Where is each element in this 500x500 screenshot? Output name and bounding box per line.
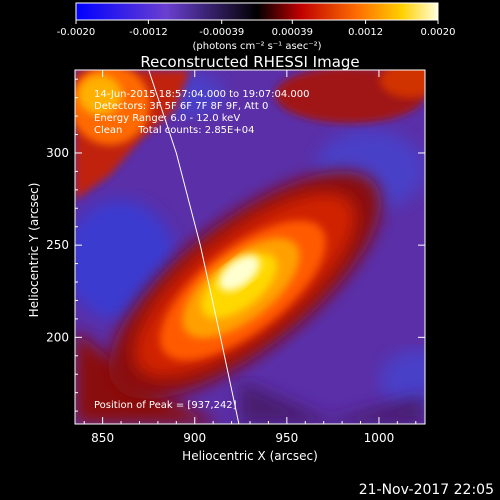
colorbar-ticks: -0.0020 -0.0012 -0.00039 0.00039 0.0012 0.002… bbox=[57, 20, 456, 38]
peak-position-label: Position of Peak = [937,242] bbox=[94, 400, 237, 411]
y-tick-label: 250 bbox=[46, 238, 69, 252]
heatmap-image bbox=[75, 70, 425, 424]
info-line-counts: Clean Total counts: 2.85E+04 bbox=[94, 125, 254, 136]
colorbar-tick-label: -0.0012 bbox=[129, 27, 168, 38]
x-axis-ticks: 850 900 950 1000 bbox=[83, 70, 417, 445]
colorbar-tick-label: -0.00039 bbox=[199, 27, 244, 38]
chart-title: Reconstructed RHESSI Image bbox=[140, 53, 359, 71]
colorbar-tick-label: 0.0012 bbox=[348, 27, 383, 38]
colorbar-unit-label: (photons cm⁻² s⁻¹ asec⁻²) bbox=[192, 41, 321, 52]
colorbar-tick-label: 0.00039 bbox=[272, 27, 313, 38]
info-line-energy: Energy Range: 6.0 - 12.0 keV bbox=[94, 113, 240, 124]
x-tick-label: 900 bbox=[183, 431, 206, 445]
y-tick-label: 200 bbox=[46, 330, 69, 344]
info-line-time: 14-Jun-2015 18:57:04.000 to 19:07:04.000 bbox=[94, 89, 310, 100]
colorbar-tick-label: 0.0020 bbox=[421, 27, 456, 38]
colorbar: -0.0020 -0.0012 -0.00039 0.00039 0.0012 0.002… bbox=[57, 2, 456, 52]
info-annotations: 14-Jun-2015 18:57:04.000 to 19:07:04.000… bbox=[94, 89, 310, 411]
solar-limb-line bbox=[148, 70, 240, 424]
x-tick-label: 1000 bbox=[364, 431, 395, 445]
y-tick-label: 300 bbox=[46, 146, 69, 160]
x-axis-label: Heliocentric X (arcsec) bbox=[182, 449, 318, 463]
info-line-detectors: Detectors: 3F 5F 6F 7F 8F 9F, Att 0 bbox=[94, 101, 268, 112]
colorbar-gradient bbox=[75, 2, 439, 21]
y-axis-ticks: 200 250 300 bbox=[46, 78, 425, 412]
colorbar-tick-label: -0.0020 bbox=[57, 27, 96, 38]
y-axis-label: Heliocentric Y (arcsec) bbox=[27, 183, 41, 318]
x-tick-label: 850 bbox=[91, 431, 114, 445]
x-tick-label: 950 bbox=[275, 431, 298, 445]
timestamp: 21-Nov-2017 22:05 bbox=[359, 482, 494, 498]
